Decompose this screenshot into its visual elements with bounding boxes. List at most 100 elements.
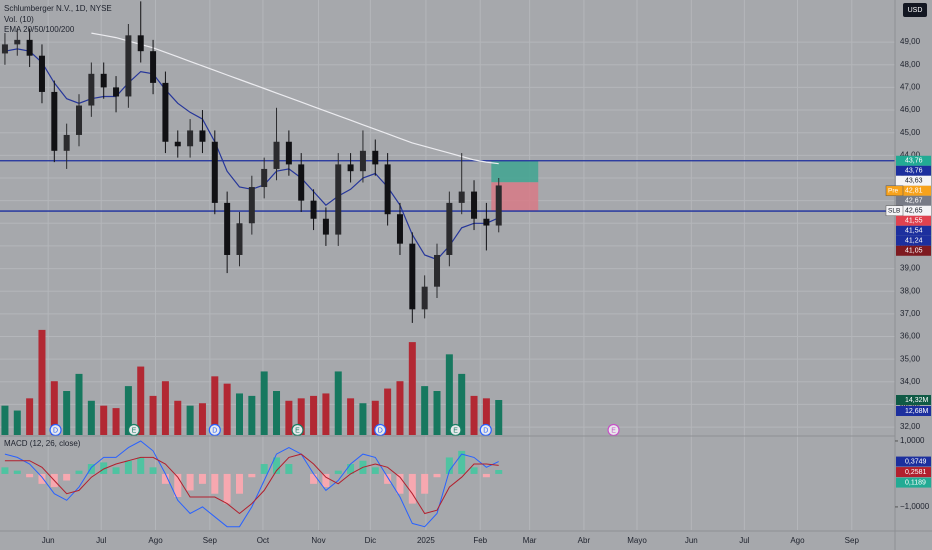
volume-bar bbox=[87, 400, 95, 435]
macd-histogram-bar bbox=[149, 467, 157, 474]
event-label[interactable]: E bbox=[453, 427, 458, 434]
volume-bar bbox=[470, 395, 478, 435]
volume-bar bbox=[198, 403, 206, 435]
volume-bar bbox=[38, 329, 46, 435]
volume-bar bbox=[273, 391, 281, 435]
event-label[interactable]: D bbox=[212, 427, 217, 434]
macd-histogram-bar bbox=[13, 470, 21, 474]
candle-body bbox=[26, 39, 33, 56]
candle-body bbox=[211, 141, 218, 203]
price-tag-prefix: SLB bbox=[888, 207, 900, 214]
candle-body bbox=[434, 254, 441, 287]
x-tick-label: Feb bbox=[473, 536, 487, 545]
price-tag bbox=[896, 215, 931, 226]
price-tag-label: 0,1189 bbox=[905, 479, 926, 486]
y-tick-label: 1,0000 bbox=[900, 436, 925, 445]
currency-box[interactable] bbox=[903, 3, 927, 17]
candle-body bbox=[63, 134, 70, 151]
macd-histogram-bar bbox=[161, 473, 169, 484]
macd-histogram-bar bbox=[334, 470, 342, 474]
volume-bar bbox=[297, 398, 305, 435]
candle-body bbox=[187, 130, 194, 147]
candle-body bbox=[495, 185, 502, 226]
event-label[interactable]: D bbox=[483, 427, 488, 434]
candle-body bbox=[372, 150, 379, 165]
x-tick-label: Ago bbox=[790, 536, 805, 545]
macd-histogram-bar bbox=[248, 473, 256, 478]
candle-body bbox=[162, 82, 169, 142]
y-tick-label: 39,00 bbox=[900, 264, 921, 273]
volume-bar bbox=[310, 395, 318, 435]
currency[interactable]: USD bbox=[908, 7, 923, 14]
x-tick-label: Abr bbox=[578, 536, 591, 545]
x-tick-label: Oct bbox=[257, 536, 270, 545]
volume-bar bbox=[384, 388, 392, 435]
candle-body bbox=[14, 39, 21, 45]
volume-bar bbox=[1, 405, 9, 435]
macd-histogram-bar bbox=[124, 460, 132, 474]
volume-bar bbox=[396, 381, 404, 435]
macd-histogram-bar bbox=[100, 462, 108, 474]
event-label[interactable]: D bbox=[53, 427, 58, 434]
event-label[interactable]: D bbox=[378, 427, 383, 434]
macd-histogram-bar bbox=[1, 467, 9, 474]
candle-body bbox=[298, 164, 305, 201]
volume-bar bbox=[445, 354, 453, 435]
signal-line bbox=[4, 453, 499, 515]
indicator-label: EMA 20/50/100/200 bbox=[4, 25, 75, 34]
price-tag-label: 41,24 bbox=[905, 238, 923, 245]
y-tick-label: 45,00 bbox=[900, 128, 921, 137]
x-tick-label: 2025 bbox=[417, 536, 435, 545]
price-tag-label: 42,65 bbox=[905, 208, 923, 215]
macd-histogram-bar bbox=[495, 470, 503, 474]
macd-histogram-bar bbox=[174, 473, 182, 498]
macd-histogram-bar bbox=[310, 473, 318, 484]
price-tag bbox=[896, 165, 931, 176]
event-label[interactable]: E bbox=[611, 427, 616, 434]
macd-histogram-bar bbox=[223, 473, 231, 504]
event-label[interactable]: E bbox=[295, 427, 300, 434]
candle-body bbox=[310, 200, 317, 219]
volume-bar bbox=[260, 371, 268, 435]
macd-histogram-bar bbox=[63, 473, 71, 481]
price-tag bbox=[896, 245, 931, 256]
y-tick-label: 48,00 bbox=[900, 60, 921, 69]
price-tag bbox=[896, 185, 931, 196]
x-tick-label: Jul bbox=[739, 536, 749, 545]
x-tick-label: Ago bbox=[148, 536, 163, 545]
y-tick-label: 35,00 bbox=[900, 354, 921, 363]
price-tag bbox=[896, 235, 931, 246]
macd-histogram-bar bbox=[211, 473, 219, 494]
position-profit bbox=[491, 160, 539, 183]
volume-bar bbox=[248, 395, 256, 435]
candle-body bbox=[483, 218, 490, 226]
y-tick-label: 32,00 bbox=[900, 422, 921, 431]
y-tick-label: 34,00 bbox=[900, 377, 921, 386]
candle-body bbox=[174, 141, 181, 147]
volume-bar bbox=[223, 383, 231, 435]
y-tick-label: 37,00 bbox=[900, 309, 921, 318]
x-tick-label: Jun bbox=[685, 536, 698, 545]
macd-histogram-bar bbox=[458, 450, 466, 474]
volume-bar bbox=[26, 398, 34, 435]
volume-bar bbox=[124, 386, 132, 435]
macd-histogram-bar bbox=[347, 464, 355, 474]
candle-body bbox=[224, 202, 231, 255]
candle-body bbox=[347, 164, 354, 172]
chart-title: Schlumberger N.V., 1D, NYSE bbox=[4, 4, 112, 13]
price-tag bbox=[896, 394, 931, 405]
price-tag-prefix-box bbox=[885, 205, 904, 217]
price-tag bbox=[896, 477, 931, 488]
macd-histogram-bar bbox=[198, 473, 206, 484]
volume-bar bbox=[75, 373, 83, 435]
candle-body bbox=[471, 191, 478, 219]
ema-line bbox=[91, 32, 499, 165]
x-tick-label: Sep bbox=[203, 536, 218, 545]
event-label[interactable]: E bbox=[132, 427, 137, 434]
x-tick-label: Dic bbox=[365, 536, 377, 545]
x-tick-label: Sep bbox=[845, 536, 860, 545]
price-tag-label: 0,3749 bbox=[905, 458, 927, 465]
macd-histogram-bar bbox=[421, 473, 429, 494]
price-tag-label: 12,68M bbox=[905, 408, 929, 415]
